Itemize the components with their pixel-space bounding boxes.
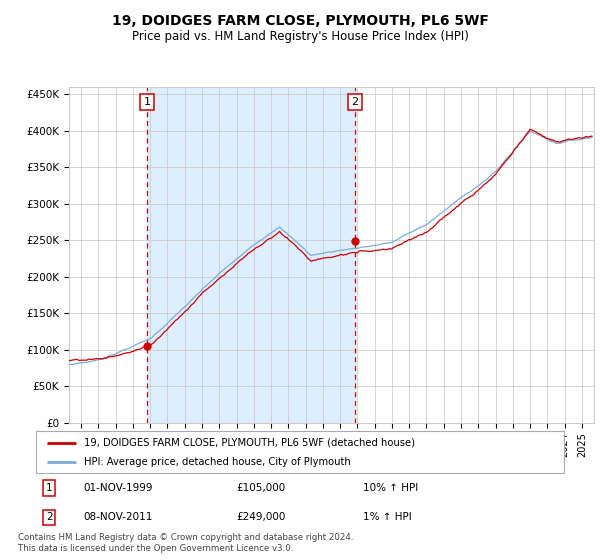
Text: 2: 2: [46, 512, 53, 522]
Text: £105,000: £105,000: [236, 483, 286, 493]
Text: 19, DOIDGES FARM CLOSE, PLYMOUTH, PL6 5WF: 19, DOIDGES FARM CLOSE, PLYMOUTH, PL6 5W…: [112, 14, 488, 28]
Text: 1: 1: [46, 483, 53, 493]
Text: £249,000: £249,000: [236, 512, 286, 522]
Text: 1% ↑ HPI: 1% ↑ HPI: [364, 512, 412, 522]
Text: 08-NOV-2011: 08-NOV-2011: [83, 512, 153, 522]
Text: HPI: Average price, detached house, City of Plymouth: HPI: Average price, detached house, City…: [83, 457, 350, 467]
Bar: [147, 87, 355, 423]
Text: Contains HM Land Registry data © Crown copyright and database right 2024.
This d: Contains HM Land Registry data © Crown c…: [18, 533, 353, 553]
Text: 2: 2: [352, 97, 359, 107]
Text: 19, DOIDGES FARM CLOSE, PLYMOUTH, PL6 5WF (detached house): 19, DOIDGES FARM CLOSE, PLYMOUTH, PL6 5W…: [83, 437, 415, 447]
FancyBboxPatch shape: [36, 431, 564, 473]
Text: 1: 1: [144, 97, 151, 107]
Text: Price paid vs. HM Land Registry's House Price Index (HPI): Price paid vs. HM Land Registry's House …: [131, 30, 469, 43]
Text: 10% ↑ HPI: 10% ↑ HPI: [364, 483, 419, 493]
Text: 01-NOV-1999: 01-NOV-1999: [83, 483, 153, 493]
